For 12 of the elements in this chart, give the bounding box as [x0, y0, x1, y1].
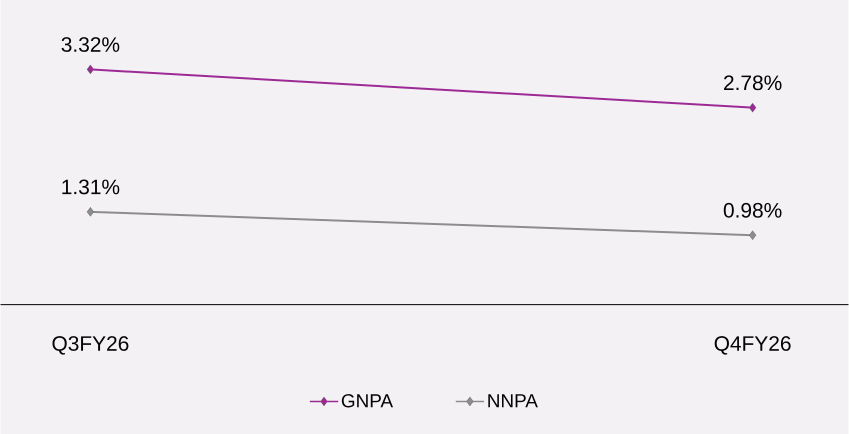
data-label: 1.31%: [62, 179, 120, 194]
point: [86, 206, 94, 216]
point: [86, 64, 94, 74]
data-label: 3.32%: [62, 36, 120, 52]
legend-label: NNPA: [488, 394, 538, 407]
point: [748, 230, 756, 240]
data-label: 0.98%: [724, 202, 782, 218]
x-tick-label: Q3FY26: [52, 336, 128, 354]
point: [748, 102, 756, 112]
legend-label: GNPA: [342, 394, 394, 408]
x-tick-label: Q4FY26: [714, 336, 791, 354]
data-label: 2.78%: [724, 75, 782, 90]
